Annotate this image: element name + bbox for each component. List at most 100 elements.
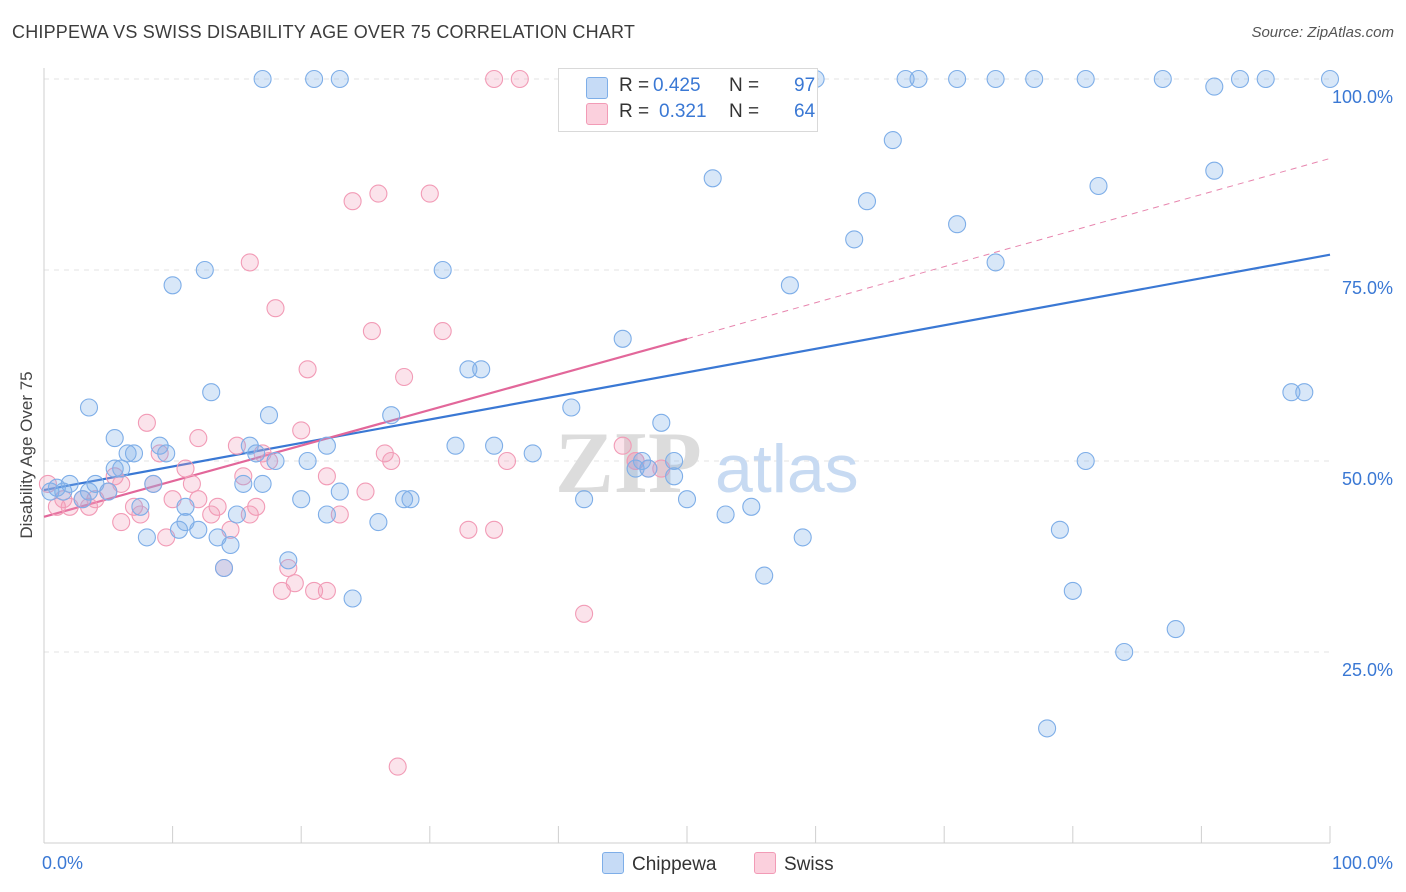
point-chippewa — [298, 451, 317, 471]
point-swiss — [420, 184, 439, 203]
point-swiss — [47, 497, 66, 516]
y-tick-label: 100.0% — [1332, 87, 1393, 107]
legend-n-value: 64 — [794, 101, 816, 122]
point-chippewa — [60, 474, 79, 493]
point-chippewa — [317, 505, 336, 524]
point-chippewa — [562, 398, 581, 417]
point-chippewa — [780, 276, 799, 295]
point-chippewa — [253, 69, 272, 89]
point-chippewa — [1205, 77, 1224, 96]
x-tick-label-min: 0.0% — [42, 853, 83, 873]
point-swiss — [317, 581, 336, 600]
point-chippewa — [259, 406, 279, 425]
point-swiss — [266, 299, 285, 318]
legend-r-value: 0.321 — [659, 101, 707, 122]
point-swiss — [369, 184, 388, 203]
point-chippewa — [189, 520, 208, 539]
point-chippewa — [330, 482, 349, 501]
point-chippewa — [343, 589, 362, 608]
chart-title: CHIPPEWA VS SWISS DISABILITY AGE OVER 75… — [12, 22, 636, 42]
legend-swatch-swiss — [586, 103, 608, 125]
bottom-legend-swiss: Swiss — [754, 852, 834, 876]
point-swiss — [375, 444, 394, 463]
point-swiss — [613, 436, 632, 455]
point-chippewa — [883, 131, 902, 150]
point-chippewa — [105, 459, 124, 478]
point-chippewa — [472, 360, 491, 379]
point-swiss — [459, 520, 478, 539]
legend-r-label: R = — [619, 101, 650, 122]
point-chippewa — [1038, 719, 1057, 738]
point-chippewa — [99, 482, 118, 501]
point-chippewa — [632, 451, 652, 471]
point-swiss — [279, 558, 298, 578]
point-chippewa — [195, 260, 214, 280]
point-swiss — [227, 436, 246, 455]
point-chippewa — [395, 490, 414, 509]
point-chippewa — [202, 383, 221, 402]
point-chippewa — [793, 528, 812, 547]
point-chippewa — [1089, 176, 1108, 196]
point-chippewa — [234, 474, 253, 493]
grid — [44, 78, 1330, 653]
point-chippewa — [665, 451, 684, 471]
point-chippewa — [639, 459, 658, 478]
point-chippewa — [716, 505, 735, 524]
point-chippewa — [266, 451, 285, 471]
point-swiss — [189, 429, 208, 448]
point-swiss — [510, 69, 529, 89]
point-chippewa — [247, 444, 266, 463]
point-swiss — [292, 421, 311, 440]
point-chippewa — [1256, 69, 1275, 89]
point-chippewa — [124, 444, 144, 463]
point-chippewa — [1076, 451, 1095, 471]
point-swiss — [176, 459, 195, 478]
point-chippewa — [369, 513, 388, 532]
watermark-atlas: atlas — [715, 431, 859, 507]
point-swiss — [575, 604, 594, 623]
y-tick-label: 75.0% — [1342, 278, 1393, 298]
point-swiss — [343, 192, 362, 211]
data-points — [38, 69, 1340, 776]
point-chippewa — [1115, 642, 1134, 662]
point-chippewa — [144, 474, 163, 493]
point-chippewa — [1166, 620, 1185, 639]
bottom-legend-chippewa: Chippewa — [602, 852, 717, 876]
point-chippewa — [575, 490, 594, 509]
bottom-legend-swatch-chippewa — [602, 852, 624, 874]
point-chippewa — [652, 413, 671, 432]
point-chippewa — [227, 505, 246, 524]
point-swiss — [382, 451, 401, 471]
legend-swatch-chippewa — [586, 77, 608, 99]
point-chippewa — [665, 467, 684, 486]
trend-line-chippewa — [43, 253, 1331, 492]
point-chippewa — [755, 566, 774, 585]
point-chippewa — [131, 497, 150, 516]
point-chippewa — [118, 444, 137, 463]
point-chippewa — [157, 444, 176, 463]
point-chippewa — [79, 398, 99, 417]
point-swiss — [182, 474, 201, 493]
legend-n-value: 97 — [794, 75, 816, 96]
y-axis-label: Disability Age Over 75 — [17, 371, 36, 538]
point-swiss — [317, 467, 336, 486]
point-chippewa — [214, 558, 234, 578]
bottom-legend-label-chippewa: Chippewa — [632, 854, 717, 875]
point-chippewa — [433, 260, 452, 280]
point-chippewa — [459, 360, 478, 379]
point-swiss — [485, 520, 504, 539]
point-chippewa — [1282, 383, 1301, 402]
point-swiss — [112, 513, 131, 532]
point-chippewa — [73, 490, 92, 509]
point-swiss — [285, 574, 304, 593]
point-chippewa — [948, 69, 967, 89]
point-chippewa — [909, 69, 928, 89]
point-chippewa — [317, 436, 336, 455]
point-chippewa — [677, 490, 697, 509]
stats-legend: R = 0.425 N = 97 R = 0.321 N = 64 — [558, 68, 818, 132]
point-chippewa — [105, 429, 124, 448]
point-chippewa — [305, 69, 324, 89]
point-chippewa — [703, 169, 722, 188]
point-swiss — [362, 322, 381, 341]
